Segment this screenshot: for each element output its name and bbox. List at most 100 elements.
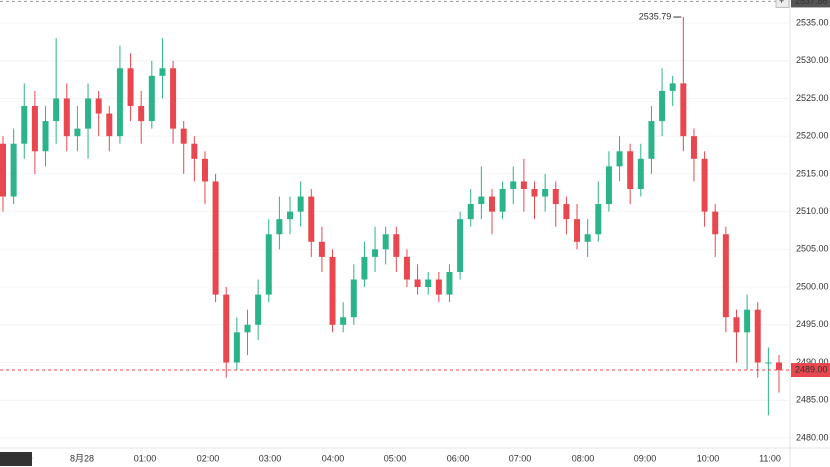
candle-body	[414, 279, 421, 288]
candle-body	[255, 294, 262, 325]
candle-body	[148, 75, 155, 122]
x-tick-label: 10:00	[697, 453, 720, 463]
x-tick-label: 09:00	[634, 453, 657, 463]
y-tick-label: 2480.00	[796, 432, 829, 442]
candle-body	[85, 98, 92, 129]
candle-body	[191, 143, 198, 159]
last-price-label: 2489.00	[795, 364, 828, 374]
y-tick-label: 2530.00	[796, 55, 829, 65]
y-tick-label: 2520.00	[796, 131, 829, 141]
candle-body	[201, 158, 208, 182]
y-tick-label: 2490.00	[796, 357, 829, 367]
candle-body	[223, 294, 230, 363]
x-tick-label: 06:00	[447, 453, 470, 463]
candle-body	[265, 234, 272, 295]
candle-body	[627, 151, 634, 189]
candle-body	[10, 143, 17, 197]
y-tick-label: 2535.00	[796, 17, 829, 27]
candle-body	[552, 188, 559, 205]
candle-body	[733, 317, 740, 333]
candle-body	[776, 362, 782, 371]
x-tick-label: 01:00	[134, 453, 157, 463]
candle-body	[616, 151, 623, 167]
candle-body	[563, 204, 570, 220]
candle-body	[308, 196, 315, 242]
candle-body	[542, 188, 549, 197]
candle-body	[31, 105, 38, 152]
candle-body	[435, 279, 442, 295]
candle-body	[329, 256, 336, 325]
candle-body	[42, 121, 49, 152]
candle-body	[722, 234, 729, 318]
candle-body	[159, 68, 166, 76]
candle-body	[712, 211, 719, 235]
candle-body	[488, 196, 495, 212]
x-tick-label: 11:00	[759, 453, 781, 463]
candle-body	[233, 332, 240, 363]
x-tick-label: 8月28	[70, 453, 94, 463]
max-price-label: 2535.79	[639, 11, 672, 21]
candle-body	[340, 317, 347, 325]
candle-body	[680, 83, 687, 137]
candle-body	[318, 241, 325, 257]
candle-body	[127, 68, 134, 106]
x-tick-label: 04:00	[322, 453, 345, 463]
top-price-label: 2537.86	[795, 0, 828, 6]
candle-body	[382, 234, 389, 250]
candle-body	[138, 105, 145, 122]
y-tick-label: 2525.00	[796, 93, 829, 103]
candle-body	[287, 211, 294, 220]
candle-body	[425, 279, 432, 288]
x-tick-label: 08:00	[572, 453, 595, 463]
candle-body	[605, 166, 612, 205]
candle-body	[350, 279, 357, 318]
y-tick-label: 2485.00	[796, 395, 829, 405]
candle-body	[701, 158, 708, 212]
candle-body	[297, 196, 304, 212]
candle-body	[63, 98, 70, 137]
candle-body	[531, 188, 538, 197]
candle-body	[765, 362, 772, 364]
crosshair-icon: +	[779, 0, 784, 6]
time-label-box	[0, 452, 32, 466]
candle-body	[744, 309, 751, 333]
candle-body	[584, 234, 591, 242]
candle-body	[574, 219, 581, 242]
candle-body	[520, 181, 527, 189]
candle-body	[0, 143, 6, 197]
x-tick-label: 05:00	[384, 453, 407, 463]
x-tick-label: 02:00	[197, 453, 220, 463]
y-tick-label: 2500.00	[796, 281, 829, 291]
candle-body	[637, 158, 644, 189]
candle-body	[21, 105, 28, 144]
y-tick-label: 2505.00	[796, 244, 829, 254]
candle-body	[595, 204, 602, 235]
candle-body	[446, 271, 453, 295]
x-tick-label: 03:00	[259, 453, 282, 463]
candle-body	[116, 68, 123, 137]
candle-body	[53, 98, 60, 122]
candle-body	[403, 256, 410, 280]
x-tick-label: 07:00	[509, 453, 532, 463]
crosshair-button	[775, 0, 790, 8]
candle-body	[372, 249, 379, 257]
candle-body	[690, 136, 697, 159]
candle-body	[754, 309, 761, 363]
candle-body	[499, 188, 506, 212]
y-tick-label: 2515.00	[796, 168, 829, 178]
top-price-box	[791, 0, 830, 8]
candle-body	[361, 256, 368, 280]
candle-body	[467, 204, 474, 220]
y-tick-label: 2510.00	[796, 206, 829, 216]
candle-body	[74, 128, 81, 137]
candle-body	[659, 90, 666, 122]
candle-body	[669, 83, 676, 91]
candle-body	[106, 113, 113, 137]
candle-body	[457, 219, 464, 272]
candle-body	[510, 181, 517, 189]
candle-body	[276, 219, 283, 235]
last-price-box	[791, 363, 830, 378]
x-tick-label: 27 22:40	[0, 453, 33, 463]
